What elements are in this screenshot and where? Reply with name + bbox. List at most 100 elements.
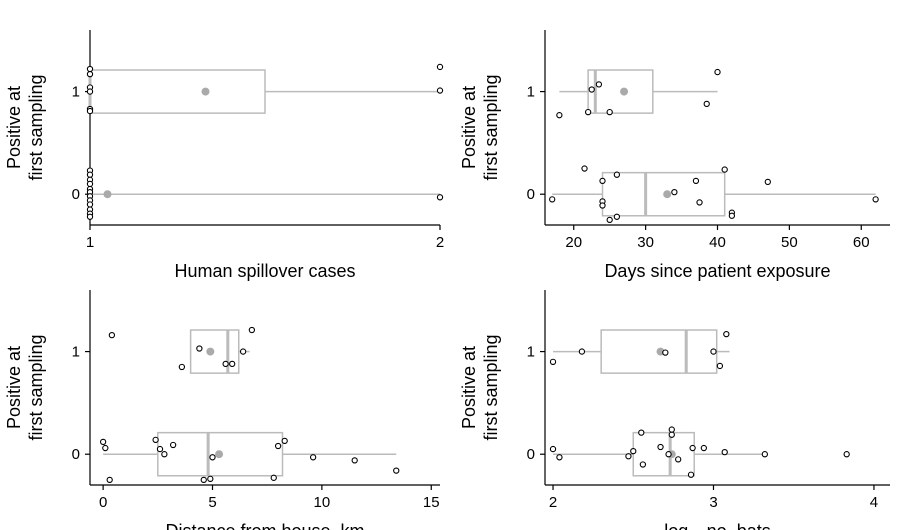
data-point	[102, 444, 109, 452]
data-point	[613, 171, 621, 178]
data-point	[393, 467, 400, 474]
y-axis-title: Positive at first sampling	[459, 334, 501, 440]
box-iqr	[157, 431, 284, 477]
data-point	[599, 177, 606, 185]
data-point	[630, 447, 637, 455]
data-point	[700, 444, 708, 452]
mean-marker	[201, 87, 210, 96]
data-point	[86, 171, 94, 178]
data-point	[556, 112, 563, 119]
panel-1: 1 2 0 1 Human spillover cases Positive at firs…	[4, 30, 444, 281]
data-point	[207, 475, 214, 482]
data-point	[274, 442, 282, 450]
data-point	[721, 449, 728, 456]
data-point	[581, 165, 588, 172]
panel-3: 0 5 10 15 0 1 Distance from house, km Positive …	[4, 290, 440, 530]
data-point	[696, 199, 703, 206]
data-point	[556, 454, 563, 461]
x-tick-label: 0	[99, 494, 107, 511]
data-point	[169, 441, 177, 449]
box-iqr	[632, 431, 695, 477]
x-tick-label: 50	[781, 234, 798, 251]
data-point	[639, 461, 647, 468]
x-tick-label: 30	[637, 234, 654, 251]
box-iqr	[189, 329, 240, 374]
mean-marker	[663, 190, 672, 199]
data-point	[209, 454, 216, 461]
x-tick-label: 4	[870, 494, 878, 511]
data-point	[229, 360, 236, 368]
data-point	[196, 345, 203, 352]
data-point	[703, 100, 710, 108]
data-point	[549, 358, 557, 365]
y-tick-label: 1	[527, 344, 535, 361]
y-tick-label: 0	[527, 186, 535, 203]
box-iqr	[601, 171, 726, 217]
data-point	[588, 86, 595, 93]
x-tick-label: 60	[853, 234, 870, 251]
y-axis-title-line1: Positive at	[4, 86, 24, 169]
data-point	[86, 201, 94, 208]
data-point	[606, 108, 613, 116]
data-point	[156, 445, 164, 453]
y-axis-title-line1: Positive at	[4, 346, 24, 429]
data-point	[152, 436, 159, 443]
x-tick-label: 20	[565, 234, 582, 251]
data-point	[86, 88, 94, 95]
x-tick-label: 40	[709, 234, 726, 251]
data-point	[161, 451, 168, 458]
x-tick-label: 15	[423, 494, 440, 511]
data-point	[106, 476, 113, 484]
box-iqr	[89, 69, 266, 114]
mean-marker	[103, 190, 112, 199]
data-point	[613, 213, 621, 220]
x-axis-title: Days since patient exposure	[604, 261, 830, 281]
data-point	[764, 178, 771, 186]
x-tick-label: 2	[549, 494, 557, 511]
data-point	[239, 348, 247, 355]
y-axis-title-line2: first sampling	[26, 334, 46, 440]
data-point	[584, 108, 592, 116]
data-point	[657, 443, 664, 451]
x-tick-label: 2	[436, 234, 444, 251]
x-axis-title: Human spillover cases	[174, 261, 355, 281]
data-point	[687, 471, 695, 478]
x-axis-title: log10 no. bats	[664, 521, 770, 530]
data-point	[665, 451, 672, 458]
mean-marker	[620, 87, 629, 96]
data-point	[351, 457, 358, 464]
x-tick-label: 1	[86, 234, 94, 251]
data-point	[86, 213, 94, 220]
y-axis-title: Positive at first sampling	[459, 74, 501, 180]
data-point	[721, 166, 728, 173]
data-point	[108, 332, 116, 339]
y-axis-title-line2: first sampling	[481, 334, 501, 440]
data-point	[662, 349, 669, 356]
x-axis-title-part: no. bats	[702, 521, 771, 530]
x-tick-label: 5	[208, 494, 216, 511]
mean-marker	[215, 450, 224, 459]
y-tick-label: 1	[72, 84, 80, 101]
box-iqr	[600, 329, 718, 374]
data-point	[761, 451, 768, 458]
data-point	[595, 81, 603, 88]
data-point	[625, 453, 632, 460]
data-point	[86, 107, 94, 115]
data-point	[872, 196, 879, 203]
panel-2: 20 30 40 50 60 0 1 Days since patient exposure P…	[459, 30, 890, 281]
data-point	[309, 454, 317, 461]
x-axis-title: Distance from house, km	[165, 521, 364, 530]
data-point	[270, 474, 277, 481]
y-tick-label: 0	[72, 186, 80, 203]
data-point	[436, 63, 444, 71]
data-point	[281, 437, 288, 445]
data-point	[599, 202, 606, 209]
y-axis-title-line2: first sampling	[26, 74, 46, 180]
data-point	[549, 445, 557, 453]
x-axis-title-part: log	[664, 521, 688, 530]
data-point	[671, 189, 678, 196]
data-point	[668, 426, 675, 433]
x-tick-label: 10	[314, 494, 331, 511]
